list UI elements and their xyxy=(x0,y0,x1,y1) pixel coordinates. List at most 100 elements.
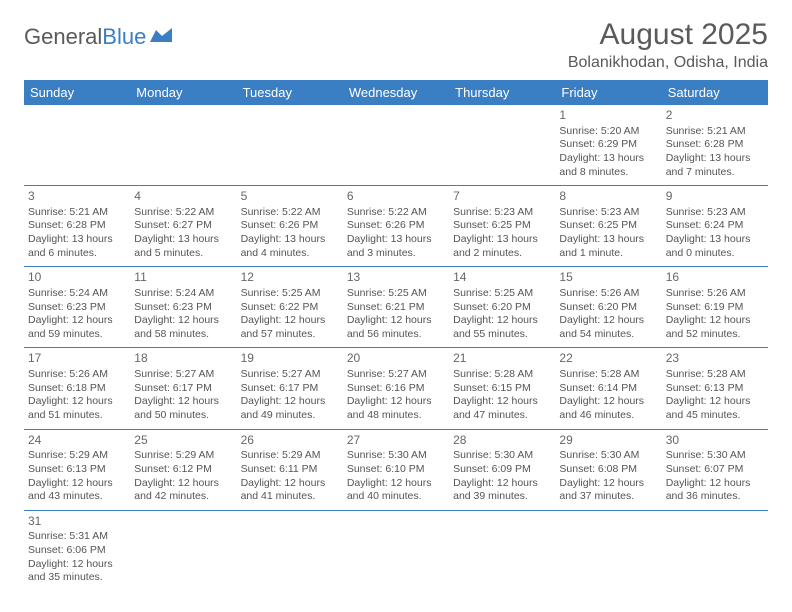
sunrise-text: Sunrise: 5:27 AM xyxy=(134,368,232,382)
week-row: 10Sunrise: 5:24 AMSunset: 6:23 PMDayligh… xyxy=(24,267,768,348)
day-number: 28 xyxy=(453,433,551,449)
sunset-text: Sunset: 6:13 PM xyxy=(28,463,126,477)
day-number: 6 xyxy=(347,189,445,205)
sunrise-text: Sunrise: 5:29 AM xyxy=(28,449,126,463)
day-cell: 10Sunrise: 5:24 AMSunset: 6:23 PMDayligh… xyxy=(24,267,130,348)
week-row: 31Sunrise: 5:31 AMSunset: 6:06 PMDayligh… xyxy=(24,510,768,591)
empty-cell xyxy=(24,105,130,186)
daylight-text: Daylight: 12 hours and 41 minutes. xyxy=(241,477,339,504)
sunrise-text: Sunrise: 5:21 AM xyxy=(28,206,126,220)
day-number: 20 xyxy=(347,351,445,367)
flag-icon xyxy=(150,24,172,50)
sunset-text: Sunset: 6:20 PM xyxy=(453,301,551,315)
sunrise-text: Sunrise: 5:23 AM xyxy=(666,206,764,220)
sunset-text: Sunset: 6:22 PM xyxy=(241,301,339,315)
sunset-text: Sunset: 6:18 PM xyxy=(28,382,126,396)
daylight-text: Daylight: 12 hours and 58 minutes. xyxy=(134,314,232,341)
daylight-text: Daylight: 12 hours and 52 minutes. xyxy=(666,314,764,341)
sunset-text: Sunset: 6:26 PM xyxy=(347,219,445,233)
sunset-text: Sunset: 6:25 PM xyxy=(453,219,551,233)
day-cell: 23Sunrise: 5:28 AMSunset: 6:13 PMDayligh… xyxy=(662,348,768,429)
sunrise-text: Sunrise: 5:25 AM xyxy=(453,287,551,301)
empty-cell xyxy=(343,510,449,591)
day-number: 8 xyxy=(559,189,657,205)
day-number: 1 xyxy=(559,108,657,124)
sunrise-text: Sunrise: 5:30 AM xyxy=(453,449,551,463)
daylight-text: Daylight: 12 hours and 55 minutes. xyxy=(453,314,551,341)
day-number: 22 xyxy=(559,351,657,367)
sunset-text: Sunset: 6:16 PM xyxy=(347,382,445,396)
day-cell: 17Sunrise: 5:26 AMSunset: 6:18 PMDayligh… xyxy=(24,348,130,429)
day-cell: 11Sunrise: 5:24 AMSunset: 6:23 PMDayligh… xyxy=(130,267,236,348)
sunset-text: Sunset: 6:13 PM xyxy=(666,382,764,396)
sunrise-text: Sunrise: 5:26 AM xyxy=(559,287,657,301)
sunrise-text: Sunrise: 5:22 AM xyxy=(347,206,445,220)
daylight-text: Daylight: 12 hours and 42 minutes. xyxy=(134,477,232,504)
day-cell: 6Sunrise: 5:22 AMSunset: 6:26 PMDaylight… xyxy=(343,186,449,267)
day-number: 16 xyxy=(666,270,764,286)
day-number: 2 xyxy=(666,108,764,124)
day-cell: 8Sunrise: 5:23 AMSunset: 6:25 PMDaylight… xyxy=(555,186,661,267)
day-cell: 21Sunrise: 5:28 AMSunset: 6:15 PMDayligh… xyxy=(449,348,555,429)
week-row: 3Sunrise: 5:21 AMSunset: 6:28 PMDaylight… xyxy=(24,186,768,267)
day-header-wednesday: Wednesday xyxy=(343,80,449,105)
sunrise-text: Sunrise: 5:25 AM xyxy=(241,287,339,301)
daylight-text: Daylight: 13 hours and 3 minutes. xyxy=(347,233,445,260)
day-cell: 12Sunrise: 5:25 AMSunset: 6:22 PMDayligh… xyxy=(237,267,343,348)
sunset-text: Sunset: 6:14 PM xyxy=(559,382,657,396)
header: GeneralBlue August 2025 Bolanikhodan, Od… xyxy=(24,18,768,72)
daylight-text: Daylight: 12 hours and 43 minutes. xyxy=(28,477,126,504)
sunrise-text: Sunrise: 5:31 AM xyxy=(28,530,126,544)
sunset-text: Sunset: 6:11 PM xyxy=(241,463,339,477)
sunrise-text: Sunrise: 5:23 AM xyxy=(453,206,551,220)
day-header-saturday: Saturday xyxy=(662,80,768,105)
day-number: 9 xyxy=(666,189,764,205)
sunset-text: Sunset: 6:06 PM xyxy=(28,544,126,558)
day-number: 5 xyxy=(241,189,339,205)
sunset-text: Sunset: 6:28 PM xyxy=(28,219,126,233)
sunset-text: Sunset: 6:19 PM xyxy=(666,301,764,315)
sunset-text: Sunset: 6:27 PM xyxy=(134,219,232,233)
sunrise-text: Sunrise: 5:26 AM xyxy=(666,287,764,301)
daylight-text: Daylight: 12 hours and 45 minutes. xyxy=(666,395,764,422)
day-number: 23 xyxy=(666,351,764,367)
day-header-sunday: Sunday xyxy=(24,80,130,105)
empty-cell xyxy=(130,510,236,591)
day-cell: 5Sunrise: 5:22 AMSunset: 6:26 PMDaylight… xyxy=(237,186,343,267)
day-number: 14 xyxy=(453,270,551,286)
day-header-row: SundayMondayTuesdayWednesdayThursdayFrid… xyxy=(24,80,768,105)
week-row: 17Sunrise: 5:26 AMSunset: 6:18 PMDayligh… xyxy=(24,348,768,429)
day-number: 25 xyxy=(134,433,232,449)
daylight-text: Daylight: 12 hours and 57 minutes. xyxy=(241,314,339,341)
sunrise-text: Sunrise: 5:20 AM xyxy=(559,125,657,139)
empty-cell xyxy=(662,510,768,591)
sunset-text: Sunset: 6:12 PM xyxy=(134,463,232,477)
day-cell: 26Sunrise: 5:29 AMSunset: 6:11 PMDayligh… xyxy=(237,429,343,510)
day-cell: 15Sunrise: 5:26 AMSunset: 6:20 PMDayligh… xyxy=(555,267,661,348)
day-number: 11 xyxy=(134,270,232,286)
sunrise-text: Sunrise: 5:27 AM xyxy=(347,368,445,382)
day-cell: 19Sunrise: 5:27 AMSunset: 6:17 PMDayligh… xyxy=(237,348,343,429)
day-cell: 9Sunrise: 5:23 AMSunset: 6:24 PMDaylight… xyxy=(662,186,768,267)
daylight-text: Daylight: 13 hours and 2 minutes. xyxy=(453,233,551,260)
sunset-text: Sunset: 6:29 PM xyxy=(559,138,657,152)
sunset-text: Sunset: 6:08 PM xyxy=(559,463,657,477)
daylight-text: Daylight: 12 hours and 50 minutes. xyxy=(134,395,232,422)
sunrise-text: Sunrise: 5:21 AM xyxy=(666,125,764,139)
empty-cell xyxy=(130,105,236,186)
empty-cell xyxy=(237,510,343,591)
sunrise-text: Sunrise: 5:23 AM xyxy=(559,206,657,220)
day-number: 7 xyxy=(453,189,551,205)
daylight-text: Daylight: 13 hours and 1 minute. xyxy=(559,233,657,260)
day-number: 17 xyxy=(28,351,126,367)
sunrise-text: Sunrise: 5:29 AM xyxy=(241,449,339,463)
daylight-text: Daylight: 13 hours and 5 minutes. xyxy=(134,233,232,260)
empty-cell xyxy=(237,105,343,186)
sunrise-text: Sunrise: 5:28 AM xyxy=(559,368,657,382)
day-number: 4 xyxy=(134,189,232,205)
day-cell: 31Sunrise: 5:31 AMSunset: 6:06 PMDayligh… xyxy=(24,510,130,591)
day-cell: 14Sunrise: 5:25 AMSunset: 6:20 PMDayligh… xyxy=(449,267,555,348)
day-header-friday: Friday xyxy=(555,80,661,105)
day-header-tuesday: Tuesday xyxy=(237,80,343,105)
sunset-text: Sunset: 6:26 PM xyxy=(241,219,339,233)
